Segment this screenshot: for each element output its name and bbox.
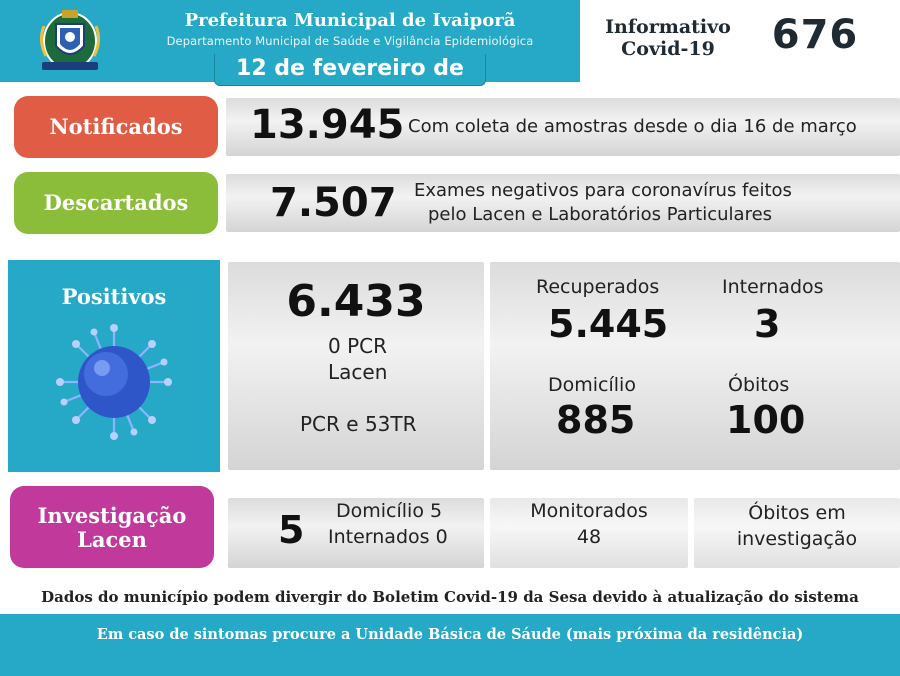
municipal-crest-icon — [39, 10, 101, 70]
positivos-pcr-tr: PCR e 53TR — [300, 412, 417, 436]
obitos-value: 100 — [726, 398, 806, 442]
internados-label: Internados — [722, 276, 824, 298]
footer-bar: Em caso de sintomas procure a Unidade Bá… — [0, 614, 900, 676]
obitos-investigacao-line2: investigação — [736, 528, 858, 550]
positivos-value: 6.433 — [286, 276, 426, 327]
recuperados-value: 5.445 — [548, 302, 669, 346]
positivos-pcr: 0 PCR — [328, 334, 388, 358]
notificados-value: 13.945 — [250, 102, 405, 148]
monitorados-value: 48 — [576, 526, 602, 548]
notificados-panel: 13.945 Com coleta de amostras desde o di… — [226, 98, 900, 156]
header: Prefeitura Municipal de Ivaiporã Departa… — [0, 0, 900, 82]
descartados-description-line2: pelo Lacen e Laboratórios Particulares — [428, 204, 773, 225]
positivos-block: Positivos — [8, 260, 220, 472]
department-subtitle: Departamento Municipal de Saúde e Vigilâ… — [166, 34, 534, 48]
info-title-line1: Informativo — [605, 16, 731, 38]
investigacao-value: 5 — [278, 508, 305, 552]
positivos-label: Positivos — [61, 284, 167, 309]
positivos-lacen: Lacen — [328, 360, 388, 384]
positivos-details-panel: Recuperados 5.445 Internados 3 Domicílio… — [490, 262, 900, 470]
internados-value: 3 — [754, 302, 781, 346]
info-title: Informativo Covid-19 — [588, 16, 748, 60]
monitorados-panel: Monitorados 48 — [490, 498, 688, 568]
investigacao-domicilio: Domicílio 5 — [336, 500, 443, 522]
investigacao-label-line2: Lacen — [77, 527, 147, 552]
footer-advice: Em caso de sintomas procure a Unidade Bá… — [96, 626, 804, 643]
investigacao-label-line1: Investigação — [37, 503, 187, 528]
descartados-value: 7.507 — [270, 180, 397, 226]
domicilio-label: Domicílio — [548, 374, 636, 396]
investigacao-internados: Internados 0 — [328, 526, 448, 548]
descartados-panel: 7.507 Exames negativos para coronavírus … — [226, 174, 900, 232]
bulletin-number: 676 — [771, 12, 859, 58]
obitos-investigacao-panel: Óbitos em investigação — [694, 498, 900, 568]
recuperados-label: Recuperados — [536, 276, 660, 298]
monitorados-label: Monitorados — [530, 500, 648, 522]
obitos-label: Óbitos — [728, 374, 790, 396]
coronavirus-icon — [56, 324, 172, 440]
domicilio-value: 885 — [556, 398, 636, 442]
positivos-panel: 6.433 0 PCR Lacen PCR e 53TR — [228, 262, 484, 470]
descartados-label: Descartados — [14, 172, 218, 234]
investigacao-panel: 5 Domicílio 5 Internados 0 — [228, 498, 484, 568]
investigacao-label: Investigação Lacen — [10, 486, 214, 568]
info-title-line2: Covid-19 — [621, 38, 715, 60]
disclaimer-note: Dados do município podem divergir do Bol… — [41, 588, 859, 606]
notificados-description: Com coleta de amostras desde o dia 16 de… — [408, 116, 857, 137]
notificados-label: Notificados — [14, 96, 218, 158]
date-badge: 12 de fevereiro de 2022 — [214, 54, 486, 111]
info-panel: Informativo Covid-19 676 — [580, 0, 900, 82]
obitos-investigacao-line1: Óbitos em — [748, 502, 846, 524]
descartados-description-line1: Exames negativos para coronavírus feitos — [414, 180, 792, 201]
prefecture-title: Prefeitura Municipal de Ivaiporã — [184, 10, 516, 31]
